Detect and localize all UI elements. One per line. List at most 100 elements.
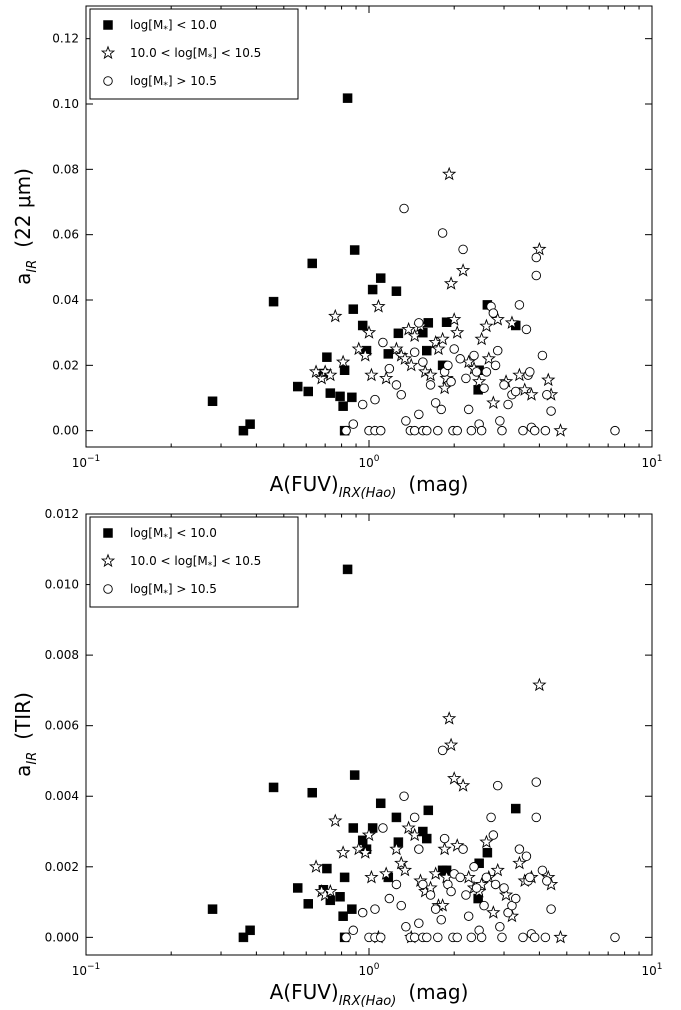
data-point-circle [422, 932, 432, 943]
y-tick-label: 0.08 [52, 162, 79, 176]
y-tick-label: 0.12 [52, 32, 79, 46]
data-point-circle [471, 883, 482, 893]
data-point-circle [414, 844, 424, 854]
data-point-circle [497, 932, 507, 943]
data-point-square [268, 296, 279, 307]
data-point-circle [537, 865, 548, 876]
data-point-square [268, 782, 279, 793]
data-point-star [428, 866, 443, 880]
legend-box [89, 516, 299, 608]
data-point-circle [458, 844, 468, 854]
data-point-star [504, 315, 520, 329]
data-point-circle [531, 270, 542, 281]
data-point-square [510, 803, 521, 814]
data-point-square [335, 391, 345, 402]
data-point-circle [542, 389, 552, 400]
data-point-square [307, 258, 317, 269]
data-point-circle [481, 872, 492, 883]
data-point-circle [488, 308, 499, 318]
data-point-star [418, 364, 433, 378]
legend-marker-star [100, 553, 116, 568]
data-point-star [524, 387, 539, 401]
legend-entry: log[M*] > 10.5 [130, 74, 217, 91]
x-tick-label: 10−1 [72, 962, 101, 978]
data-point-circle [540, 425, 551, 436]
data-point-star [481, 351, 496, 365]
data-point-square [347, 904, 357, 914]
legend-marker-square [103, 20, 113, 30]
data-point-square [338, 911, 348, 921]
data-point-square [482, 847, 493, 858]
data-point-square [375, 798, 386, 809]
data-point-circle [414, 318, 424, 328]
data-point-square [383, 349, 394, 359]
data-point-circle [425, 380, 436, 390]
legend-entry: 10.0 < log[M*] < 10.5 [130, 46, 261, 63]
data-point-circle [409, 425, 420, 436]
data-point-square [342, 564, 353, 575]
data-point-star [442, 711, 457, 725]
data-point-circle [439, 833, 450, 844]
data-point-star [361, 827, 377, 842]
x-tick-label: 100 [358, 454, 379, 470]
x-axis-label: A(FUV)IRX(Hao) (mag) [270, 472, 469, 501]
data-point-circle [436, 914, 446, 925]
data-point-star [351, 341, 366, 356]
data-point-circle [492, 345, 503, 356]
legend-marker-circle [103, 584, 113, 594]
data-point-circle [425, 890, 436, 900]
data-point-square [238, 932, 249, 943]
data-point-star [479, 834, 494, 849]
data-point-circle [391, 380, 402, 390]
y-tick-label: 0.10 [52, 97, 79, 111]
data-point-circle [378, 823, 388, 833]
data-point-square [348, 823, 359, 833]
data-point-circle [525, 367, 535, 377]
legend-marker-circle [103, 76, 113, 86]
data-point-star [437, 841, 452, 856]
data-point-circle [409, 812, 420, 823]
data-point-circle [348, 925, 359, 936]
data-point-star [450, 325, 465, 339]
data-point-square [342, 93, 353, 103]
data-point-star [335, 845, 351, 859]
data-point-star [553, 423, 568, 437]
data-point-square [325, 388, 336, 398]
data-point-circle [479, 383, 489, 393]
y-tick-label: 0.012 [45, 507, 79, 521]
data-points [207, 93, 620, 437]
data-point-square [347, 392, 357, 403]
data-point-circle [488, 830, 499, 840]
data-point-circle [531, 252, 542, 263]
data-point-circle [610, 932, 620, 943]
y-tick-label: 0.02 [52, 358, 79, 372]
data-point-circle [437, 745, 448, 756]
data-point-circle [399, 791, 409, 801]
data-point-circle [499, 380, 509, 390]
data-point-circle [610, 425, 620, 436]
data-point-star [407, 827, 422, 842]
data-point-star [447, 312, 462, 326]
data-point-circle [490, 879, 501, 890]
y-tick-label: 0.04 [52, 293, 79, 307]
data-point-star [553, 929, 568, 944]
data-point-star [358, 348, 373, 362]
data-point-star [423, 367, 438, 382]
data-point-circle [418, 357, 428, 367]
data-point-circle [461, 373, 471, 384]
data-point-star [379, 370, 394, 385]
data-point-circle [490, 360, 501, 371]
data-point-circle [446, 886, 456, 897]
data-point-star [486, 395, 501, 409]
data-point-square [335, 892, 345, 902]
data-point-circle [469, 862, 479, 872]
data-point-square [339, 365, 350, 375]
data-point-star [351, 841, 366, 856]
data-point-circle [497, 425, 507, 436]
legend-marker-square [103, 528, 113, 538]
data-point-square [357, 320, 368, 331]
data-point-circle [370, 394, 380, 405]
data-point-circle [370, 904, 380, 914]
data-point-star [394, 855, 409, 870]
x-tick-label: 101 [641, 454, 662, 470]
